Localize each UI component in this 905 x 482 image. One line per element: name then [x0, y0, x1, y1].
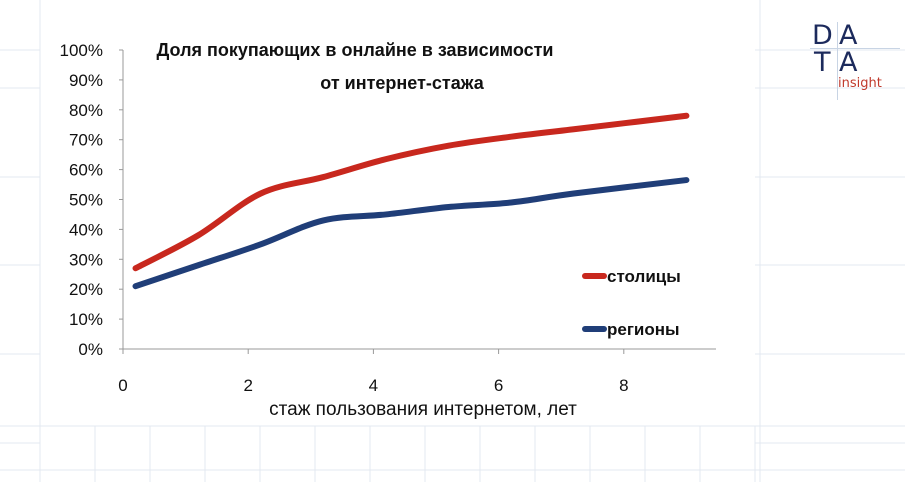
- logo-insight: insight: [838, 76, 882, 91]
- x-axis-label: стаж пользования интернетом, лет: [269, 399, 577, 420]
- logo-letter: A: [839, 20, 858, 51]
- data-insight-logo: D A T A insight: [810, 22, 900, 102]
- y-tick-label: 10%: [69, 310, 103, 329]
- x-tick-label: 6: [494, 376, 503, 395]
- y-tick-label: 70%: [69, 131, 103, 150]
- y-tick-label: 60%: [69, 161, 103, 180]
- logo-letter: D: [812, 20, 833, 51]
- legend: столицы регионы: [582, 267, 681, 339]
- chart-title-line2: от интернет-стажа: [320, 73, 484, 93]
- x-tick-label: 4: [369, 376, 378, 395]
- chart-title-line1: Доля покупающих в онлайне в зависимости: [157, 40, 554, 60]
- x-tick-label: 2: [243, 376, 252, 395]
- legend-label: регионы: [607, 320, 680, 339]
- x-tick-label: 0: [118, 376, 127, 395]
- axes: 0% 10% 20% 30% 40% 50% 60% 70% 80% 90% 100% 0 2 4 6 8: [60, 41, 716, 395]
- y-tick-label: 0%: [78, 340, 103, 359]
- y-tick-label: 20%: [69, 280, 103, 299]
- y-tick-label: 40%: [69, 220, 103, 239]
- legend-label: столицы: [607, 267, 681, 286]
- series-lines: [132, 112, 690, 290]
- y-tick-label: 90%: [69, 71, 103, 90]
- y-tick-label: 100%: [60, 41, 103, 60]
- y-tick-label: 30%: [69, 250, 103, 269]
- series-line-regions: [132, 177, 690, 290]
- logo-letter: T: [814, 47, 831, 78]
- y-tick-label: 80%: [69, 101, 103, 120]
- y-tick-label: 50%: [69, 191, 103, 210]
- x-tick-label: 8: [619, 376, 628, 395]
- logo-letter: A: [839, 47, 858, 78]
